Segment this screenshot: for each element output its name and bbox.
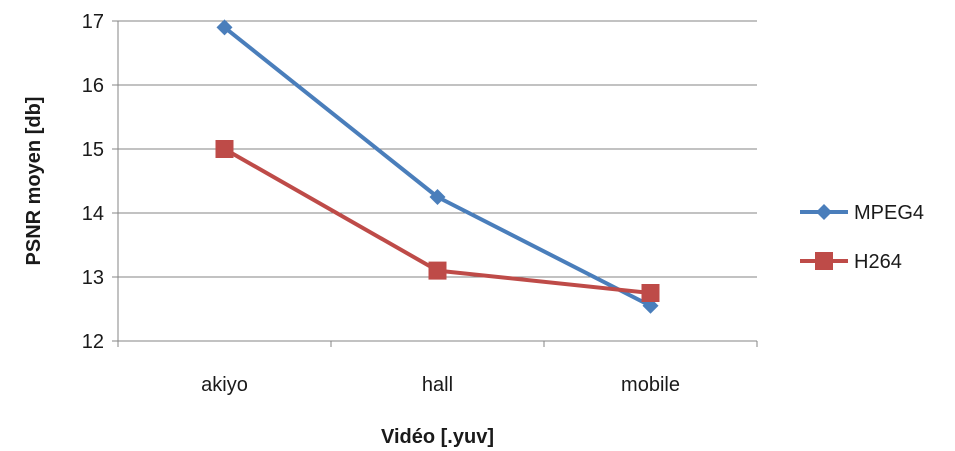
legend-item-mpeg4: MPEG4 (800, 202, 924, 224)
data-point-mpeg4 (216, 19, 233, 36)
y-tick-label: 15 (82, 139, 104, 161)
data-point-mpeg4 (429, 189, 446, 205)
y-tick-label: 12 (82, 331, 104, 353)
series (215, 19, 660, 314)
data-point-h264 (215, 140, 234, 158)
legend-item-h264: H264 (800, 251, 902, 273)
y-tick-label: 13 (82, 267, 104, 289)
gridlines (118, 20, 757, 278)
x-tick-label: mobile (621, 374, 680, 396)
y-tick-label: 14 (82, 203, 104, 225)
y-tick-label: 17 (82, 11, 104, 33)
y-axis-title: PSNR moyen [db] (23, 97, 45, 266)
legend: MPEG4 H264 (800, 202, 924, 273)
x-tick-label: hall (422, 374, 453, 396)
legend-marker (815, 252, 833, 270)
legend-marker (816, 204, 832, 220)
legend-label: H264 (854, 251, 902, 273)
x-axis-title: Vidéo [.yuv] (381, 426, 494, 448)
data-point-h264 (641, 284, 660, 302)
axes (112, 20, 758, 347)
y-tick-labels: 12 13 14 15 16 17 (82, 11, 104, 353)
x-tick-label: akiyo (201, 374, 248, 396)
legend-label: MPEG4 (854, 202, 924, 224)
x-tick-labels: akiyo hall mobile (201, 374, 680, 396)
y-tick-label: 16 (82, 75, 104, 97)
series-h264 (215, 140, 660, 302)
data-point-h264 (428, 261, 447, 280)
